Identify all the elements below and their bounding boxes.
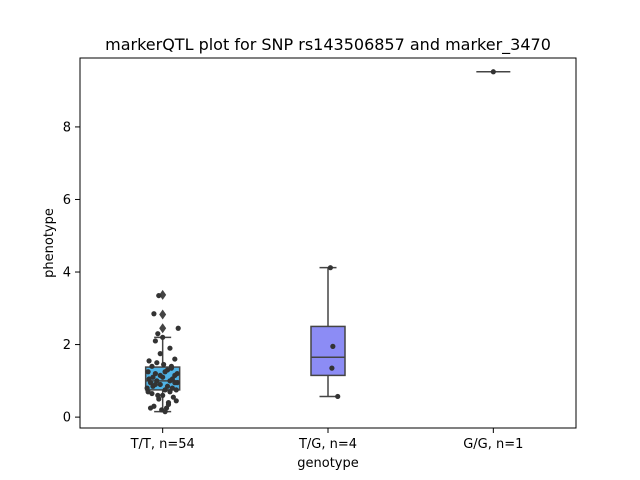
y-tick-label: 4: [63, 266, 71, 281]
chart-title: markerQTL plot for SNP rs143506857 and m…: [105, 35, 551, 55]
data-point: [162, 409, 168, 415]
data-point: [330, 343, 336, 349]
data-point: [329, 365, 335, 371]
data-point: [151, 311, 157, 317]
data-point: [152, 381, 158, 388]
data-point: [157, 351, 163, 357]
y-axis: 0 2 4 6 8: [63, 120, 80, 426]
data-point: [149, 390, 155, 397]
data-point: [167, 389, 173, 395]
data-point: [144, 385, 150, 391]
data-point: [157, 372, 163, 379]
data-point: [490, 69, 496, 75]
data-point: [168, 363, 175, 369]
y-tick-label: 8: [63, 120, 71, 135]
data-point: [156, 292, 162, 299]
flier: [159, 289, 167, 300]
data-point: [173, 387, 179, 393]
x-axis-label: genotype: [297, 456, 358, 471]
x-axis: T/T, n=54 T/G, n=4 G/G, n=1: [130, 428, 523, 452]
data-point: [154, 360, 160, 366]
data-point: [167, 345, 173, 351]
data-point: [146, 358, 152, 364]
data-point: [157, 381, 163, 388]
data-point: [156, 396, 162, 402]
data-point: [172, 380, 178, 386]
x-tick-label: T/T, n=54: [130, 437, 195, 452]
data-point: [175, 325, 181, 331]
data-point: [149, 363, 155, 369]
data-point: [160, 334, 166, 340]
y-axis-label: phenotype: [42, 208, 57, 278]
data-point: [145, 369, 151, 375]
data-point: [162, 369, 168, 375]
data-point: [174, 370, 180, 377]
data-point: [165, 401, 172, 408]
flier: [159, 309, 167, 320]
points: [144, 69, 496, 415]
data-point: [150, 374, 156, 380]
data-point: [335, 393, 341, 400]
data-point: [152, 338, 158, 344]
y-tick-label: 0: [63, 411, 71, 426]
y-tick-label: 6: [63, 193, 71, 208]
data-point: [161, 361, 167, 368]
box-iqr: [310, 325, 346, 377]
x-tick-label: G/G, n=1: [463, 437, 523, 452]
data-point: [164, 383, 171, 389]
flier: [159, 323, 167, 334]
data-point: [173, 398, 179, 404]
data-point: [170, 394, 176, 400]
data-point: [147, 405, 154, 411]
data-point: [146, 376, 152, 382]
data-point: [172, 356, 178, 362]
data-point: [155, 331, 161, 337]
x-tick-label: T/G, n=4: [298, 437, 357, 452]
data-point: [160, 392, 166, 398]
y-tick-label: 2: [63, 338, 71, 353]
data-point: [327, 265, 334, 271]
